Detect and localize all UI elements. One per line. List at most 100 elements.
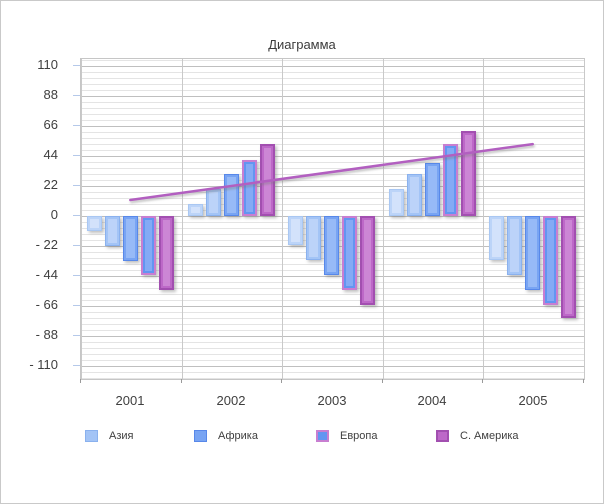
gridline-vertical <box>584 59 585 379</box>
bar-2001-s1[interactable] <box>87 216 102 231</box>
bar-2004-s5[interactable] <box>461 131 476 216</box>
y-axis-label: - 22 <box>35 237 58 252</box>
bar-2003-s3[interactable] <box>324 216 339 275</box>
y-axis-tick <box>73 365 80 366</box>
bar-highlight <box>428 166 437 213</box>
bar-highlight <box>510 219 519 272</box>
y-axis-tick <box>73 305 80 306</box>
bar-2003-s1[interactable] <box>288 216 303 245</box>
gridline-minor <box>81 132 584 133</box>
legend-item-4[interactable]: С. Америка <box>432 426 542 446</box>
gridline-minor <box>81 174 584 175</box>
gridline-minor <box>81 318 584 319</box>
legend-swatch <box>316 430 329 442</box>
gridline-minor <box>81 282 584 283</box>
legend-label: Европа <box>340 430 378 442</box>
bar-highlight <box>364 220 371 301</box>
gridline-minor <box>81 294 584 295</box>
x-axis-tick <box>281 379 282 383</box>
bar-highlight <box>191 207 200 213</box>
y-axis-tick <box>73 275 80 276</box>
legend-swatch <box>85 430 98 442</box>
gridline-minor <box>81 144 584 145</box>
bar-2004-s4[interactable] <box>443 144 458 216</box>
bar-2005-s3[interactable] <box>525 216 540 290</box>
bar-highlight <box>492 219 501 257</box>
gridline-minor <box>81 300 584 301</box>
gridline-minor <box>81 372 584 373</box>
bar-highlight <box>145 220 152 271</box>
bar-2005-s2[interactable] <box>507 216 522 275</box>
bar-highlight <box>90 219 99 228</box>
gridline-vertical <box>383 59 384 379</box>
gridline-vertical <box>81 59 82 379</box>
legend-swatch <box>194 430 207 442</box>
x-axis-label: 2001 <box>115 393 145 408</box>
bar-highlight <box>392 192 401 213</box>
bar-2002-s2[interactable] <box>206 189 221 216</box>
gridline-vertical <box>182 59 183 379</box>
gridline-minor <box>81 354 584 355</box>
legend-item-3[interactable]: Европа <box>312 426 422 446</box>
bar-2003-s4[interactable] <box>342 216 357 290</box>
bar-2002-s5[interactable] <box>260 144 275 216</box>
bar-highlight <box>346 220 353 286</box>
bar-highlight <box>447 148 454 212</box>
bar-2003-s2[interactable] <box>306 216 321 260</box>
x-axis-tick <box>181 379 182 383</box>
legend-item-2[interactable]: Африка <box>190 426 300 446</box>
x-axis-label: 2002 <box>216 393 246 408</box>
chart-title[interactable]: Диаграмма <box>268 37 336 52</box>
gridline-minor <box>81 312 584 313</box>
y-axis-label: 88 <box>43 87 58 102</box>
gridline-major <box>81 306 584 307</box>
bar-2001-s3[interactable] <box>123 216 138 261</box>
x-axis-tick <box>583 379 584 383</box>
gridline-minor <box>81 348 584 349</box>
bar-2005-s1[interactable] <box>489 216 504 260</box>
bar-highlight <box>108 219 117 243</box>
gridline-minor <box>81 180 584 181</box>
bar-highlight <box>246 164 253 212</box>
bar-2001-s5[interactable] <box>159 216 174 290</box>
gridline-major <box>81 126 584 127</box>
y-axis-tick <box>73 185 80 186</box>
gridline-major <box>81 96 584 97</box>
bar-2005-s5[interactable] <box>561 216 576 318</box>
legend-item-1[interactable]: Азия <box>81 426 191 446</box>
bar-2002-s3[interactable] <box>224 174 239 216</box>
bar-2001-s2[interactable] <box>105 216 120 246</box>
bar-highlight <box>227 177 236 213</box>
gridline-minor <box>81 192 584 193</box>
bar-2002-s4[interactable] <box>242 160 257 216</box>
y-axis-label: - 44 <box>35 267 58 282</box>
gridline-minor <box>81 162 584 163</box>
gridline-minor <box>81 168 584 169</box>
bar-2004-s3[interactable] <box>425 163 440 216</box>
bar-highlight <box>209 192 218 213</box>
gridline-minor <box>81 378 584 379</box>
gridline-minor <box>81 114 584 115</box>
y-axis-label: 44 <box>43 147 58 162</box>
bar-2004-s1[interactable] <box>389 189 404 216</box>
bar-highlight <box>163 220 170 286</box>
y-axis-label: 110 <box>37 57 58 72</box>
y-axis-tick <box>73 65 80 66</box>
gridline-minor <box>81 342 584 343</box>
bar-highlight <box>547 220 554 301</box>
gridline-minor <box>81 78 584 79</box>
plot-area <box>80 58 585 380</box>
legend-label: Азия <box>109 430 134 442</box>
gridline-minor <box>81 210 584 211</box>
bar-2005-s4[interactable] <box>543 216 558 305</box>
bar-2003-s5[interactable] <box>360 216 375 305</box>
y-axis-tick <box>73 155 80 156</box>
gridline-major <box>81 276 584 277</box>
bar-2001-s4[interactable] <box>141 216 156 275</box>
gridline-minor <box>81 198 584 199</box>
bar-highlight <box>309 219 318 257</box>
gridline-minor <box>81 84 584 85</box>
bar-2002-s1[interactable] <box>188 204 203 216</box>
bar-2004-s2[interactable] <box>407 174 422 216</box>
